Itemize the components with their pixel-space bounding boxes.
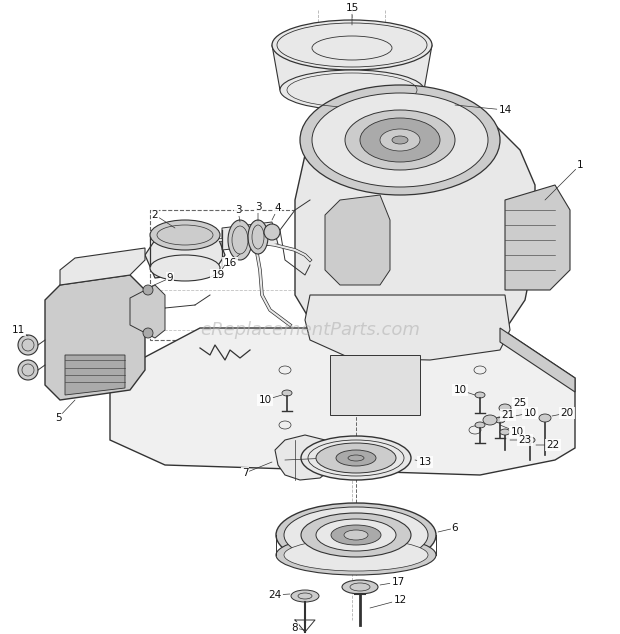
Ellipse shape xyxy=(282,390,292,396)
Text: 22: 22 xyxy=(536,440,560,450)
Text: 24: 24 xyxy=(268,590,290,600)
Ellipse shape xyxy=(301,513,411,557)
Text: 16: 16 xyxy=(223,254,240,268)
Text: 3: 3 xyxy=(235,205,241,222)
Ellipse shape xyxy=(280,70,424,110)
Ellipse shape xyxy=(300,85,500,195)
Polygon shape xyxy=(330,355,420,415)
Ellipse shape xyxy=(495,417,505,423)
Text: 9: 9 xyxy=(152,273,174,286)
Text: 11: 11 xyxy=(11,325,28,336)
Ellipse shape xyxy=(284,539,428,571)
Text: 23: 23 xyxy=(510,435,531,445)
Ellipse shape xyxy=(143,285,153,295)
Ellipse shape xyxy=(291,590,319,602)
Ellipse shape xyxy=(483,415,497,425)
Ellipse shape xyxy=(316,443,396,473)
Polygon shape xyxy=(222,222,278,250)
Polygon shape xyxy=(65,355,125,395)
Polygon shape xyxy=(275,435,330,480)
Ellipse shape xyxy=(345,110,455,170)
Text: 8: 8 xyxy=(291,623,305,633)
Ellipse shape xyxy=(500,429,510,435)
Ellipse shape xyxy=(301,436,411,480)
Ellipse shape xyxy=(499,404,511,412)
Ellipse shape xyxy=(316,519,396,551)
Text: 3: 3 xyxy=(255,202,261,221)
Ellipse shape xyxy=(475,422,485,428)
Polygon shape xyxy=(505,185,570,290)
Ellipse shape xyxy=(284,507,428,563)
Text: 10: 10 xyxy=(259,395,282,405)
Polygon shape xyxy=(130,285,165,338)
Polygon shape xyxy=(272,45,432,90)
Text: 5: 5 xyxy=(55,400,75,423)
Text: 20: 20 xyxy=(552,408,574,418)
Polygon shape xyxy=(60,248,145,285)
Text: 17: 17 xyxy=(380,577,405,587)
Text: 14: 14 xyxy=(455,105,511,115)
Ellipse shape xyxy=(264,224,280,240)
Text: 25: 25 xyxy=(512,398,526,408)
Text: 1: 1 xyxy=(545,160,583,200)
Ellipse shape xyxy=(228,220,252,260)
Ellipse shape xyxy=(348,455,364,461)
Text: 12: 12 xyxy=(370,595,407,608)
Text: 2: 2 xyxy=(152,210,175,228)
Polygon shape xyxy=(305,295,510,360)
Ellipse shape xyxy=(276,535,436,575)
Ellipse shape xyxy=(276,503,436,567)
Text: 13: 13 xyxy=(415,457,432,467)
Ellipse shape xyxy=(248,220,268,254)
Text: eReplacementParts.com: eReplacementParts.com xyxy=(200,321,420,339)
Ellipse shape xyxy=(344,530,368,540)
Text: 6: 6 xyxy=(438,523,458,533)
Polygon shape xyxy=(500,328,575,392)
Text: 10: 10 xyxy=(505,408,536,418)
Polygon shape xyxy=(110,328,575,475)
Text: 15: 15 xyxy=(345,3,358,25)
Ellipse shape xyxy=(150,220,220,250)
Ellipse shape xyxy=(150,255,220,281)
Ellipse shape xyxy=(360,118,440,162)
Ellipse shape xyxy=(336,450,376,466)
Ellipse shape xyxy=(380,129,420,151)
Ellipse shape xyxy=(312,93,488,187)
Text: 19: 19 xyxy=(211,265,225,280)
Ellipse shape xyxy=(475,392,485,398)
Ellipse shape xyxy=(143,328,153,338)
Ellipse shape xyxy=(272,20,432,70)
Polygon shape xyxy=(325,195,390,285)
Ellipse shape xyxy=(539,414,551,422)
Polygon shape xyxy=(45,275,145,400)
Text: 7: 7 xyxy=(242,462,272,478)
Polygon shape xyxy=(295,95,535,355)
Ellipse shape xyxy=(18,335,38,355)
Polygon shape xyxy=(145,230,225,278)
Ellipse shape xyxy=(331,525,381,545)
Text: 21: 21 xyxy=(498,410,515,420)
Ellipse shape xyxy=(392,136,408,144)
Text: 10: 10 xyxy=(500,425,523,437)
Text: 4: 4 xyxy=(272,203,281,220)
Ellipse shape xyxy=(18,360,38,380)
Ellipse shape xyxy=(342,580,378,594)
Ellipse shape xyxy=(525,437,535,443)
Text: 10: 10 xyxy=(453,385,475,395)
